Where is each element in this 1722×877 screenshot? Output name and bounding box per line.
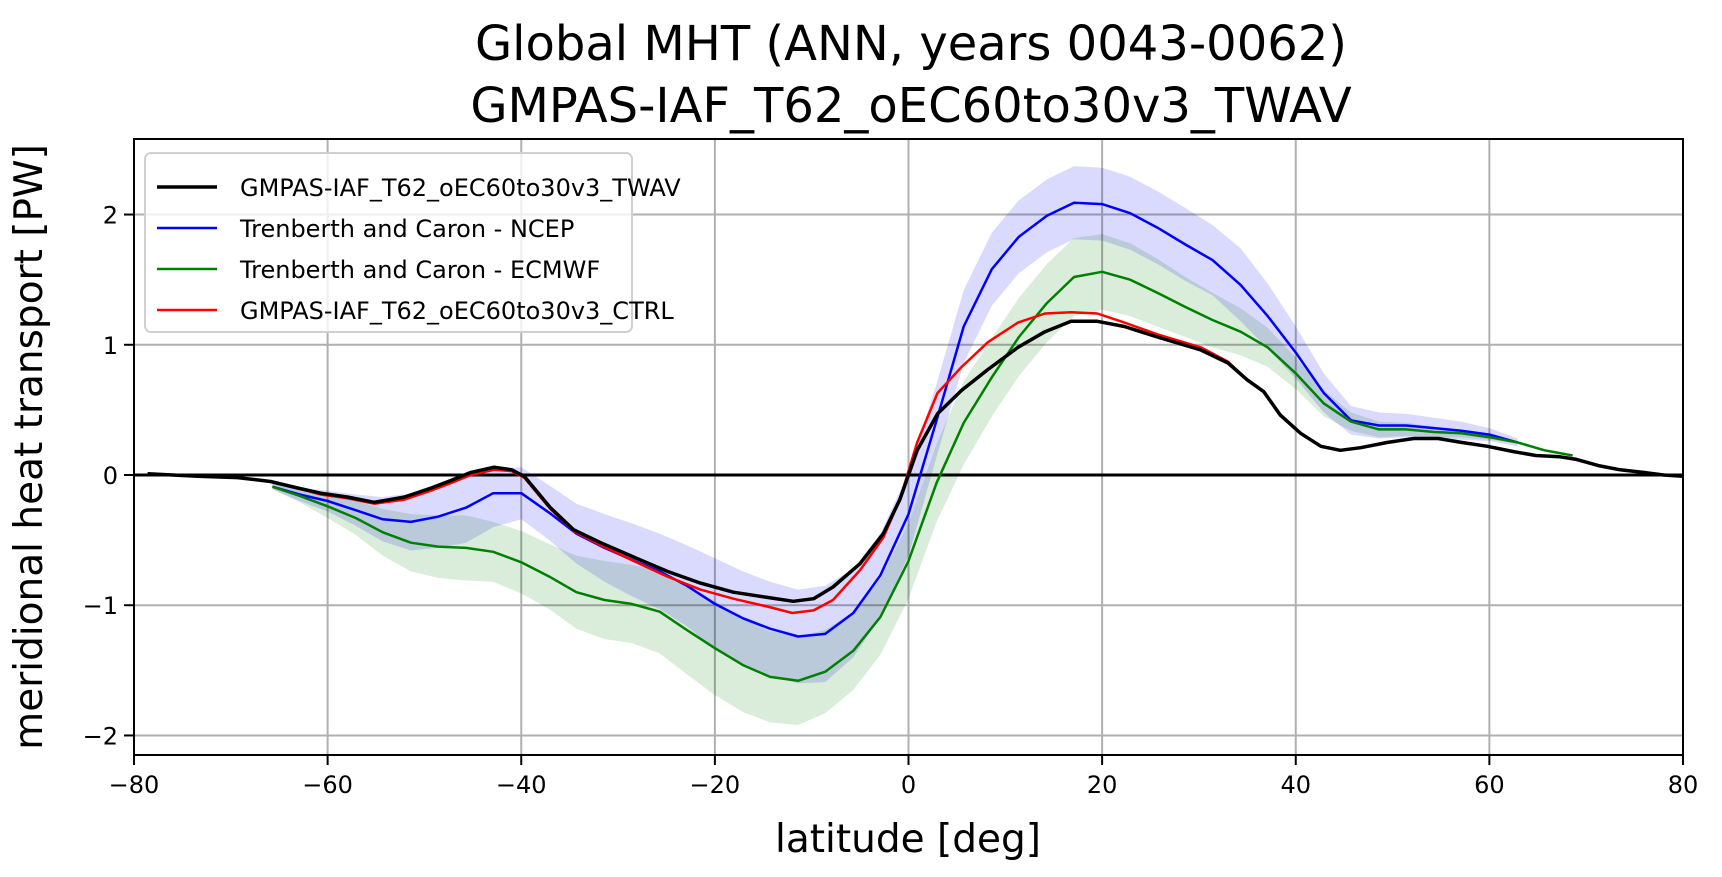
y-tick-label: 1 [103,332,118,360]
y-axis-ticks: −2 −1 0 1 2 [83,202,134,750]
series-line [272,270,1573,683]
legend-label: GMPAS-IAF_T62_oEC60to30v3_TWAV [240,174,681,202]
legend-box [144,152,633,333]
uncertainty-band [272,166,1518,684]
y-tick-label: −2 [83,722,118,750]
x-tick-label: −20 [690,771,741,799]
x-tick-label: −40 [496,771,547,799]
y-axis-label: meridional heat transport [PW] [7,144,52,750]
x-axis-ticks: −80 −60 −40 −20 0 20 40 60 80 [109,755,1699,799]
y-tick-label: 2 [103,202,118,230]
legend-label: Trenberth and Caron - ECMWF [239,256,600,284]
series-line [147,319,1684,604]
x-tick-label: 0 [901,771,916,799]
y-tick-label: 0 [103,462,118,490]
x-tick-label: 40 [1280,771,1311,799]
y-tick-label: −1 [83,592,118,620]
series-lines [147,201,1684,683]
uncertainty-band [272,234,1573,725]
uncertainty-bands [272,166,1573,725]
x-axis-label: latitude [deg] [775,817,1041,862]
x-tick-label: −60 [302,771,353,799]
chart-title: Global MHT (ANN, years 0043-0062) [475,16,1347,72]
x-tick-label: −80 [109,771,160,799]
x-tick-label: 60 [1474,771,1505,799]
legend: GMPAS-IAF_T62_oEC60to30v3_TWAV Trenberth … [144,152,681,333]
x-tick-label: 20 [1087,771,1118,799]
legend-label: Trenberth and Caron - NCEP [239,215,574,243]
legend-label: GMPAS-IAF_T62_oEC60to30v3_CTRL [240,297,674,325]
chart-subtitle: GMPAS-IAF_T62_oEC60to30v3_TWAV [470,78,1352,134]
x-tick-label: 80 [1668,771,1699,799]
series-line [272,201,1518,638]
